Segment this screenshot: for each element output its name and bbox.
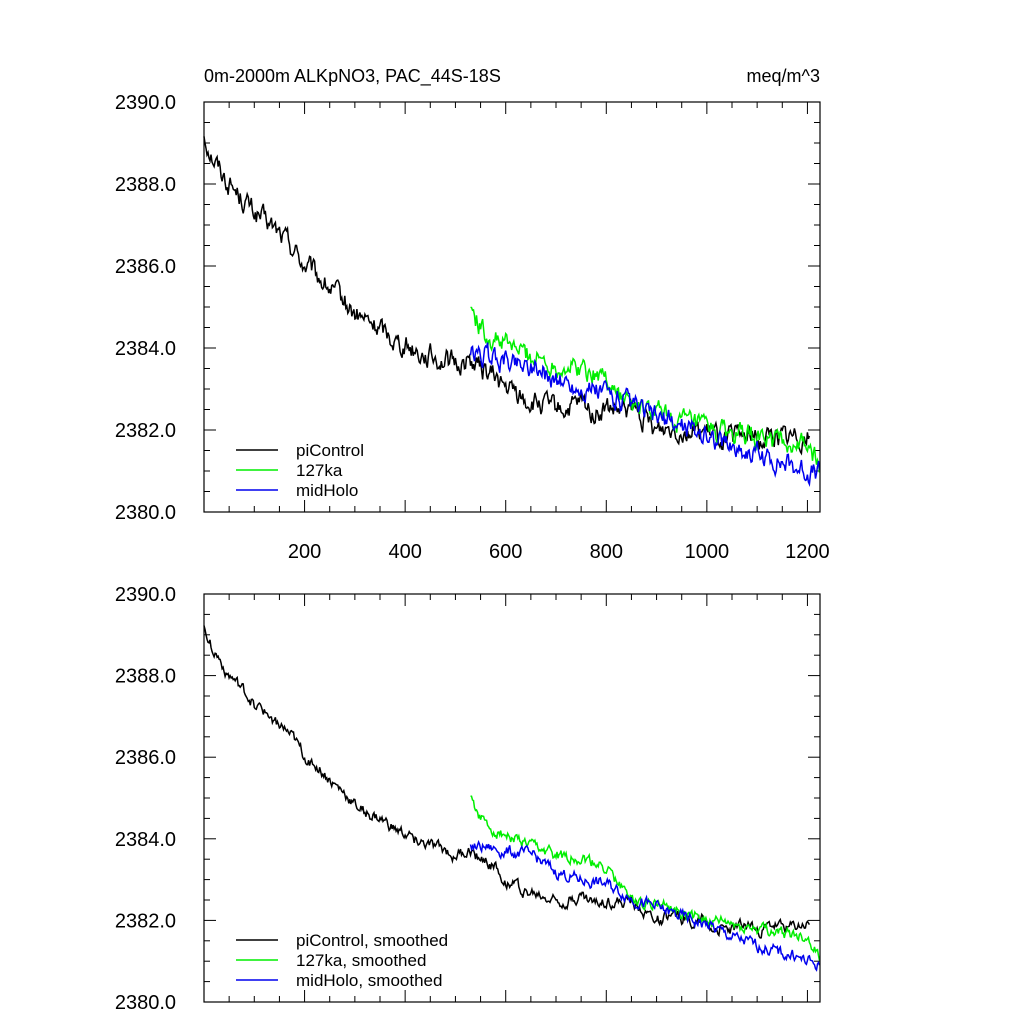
y-tick-label: 2380.0: [115, 992, 176, 1014]
x-tick-label: 200: [288, 541, 321, 563]
y-tick-label: 2384.0: [115, 829, 176, 851]
legend-label: piControl: [296, 441, 364, 460]
plot-area: [203, 136, 821, 488]
units-label: meq/m^3: [747, 66, 820, 86]
x-tick-label: 1000: [685, 541, 730, 563]
series-line-midholo: [469, 342, 821, 488]
y-tick-label: 2390.0: [115, 584, 176, 606]
x-tick-label: 800: [590, 541, 623, 563]
axis-ticks: [203, 101, 820, 513]
x-tick-label: 600: [489, 541, 522, 563]
y-tick-label: 2382.0: [115, 910, 176, 932]
bottom-panel: 2380.0 2382.0 2384.0 2386.0 2388.0 2390.0 piC…: [115, 584, 821, 1014]
legend-label: 127ka: [296, 461, 343, 480]
plot-frame: [203, 593, 821, 1003]
legend-label: 127ka, smoothed: [296, 951, 426, 970]
plot-area: [203, 625, 821, 972]
y-tick-label: 2388.0: [115, 666, 176, 688]
series-line-picontrol-smoothed: [203, 625, 811, 939]
x-tick-label: 1200: [785, 541, 830, 563]
series-line-midholo-smoothed: [469, 839, 821, 972]
legend-label: midHolo: [296, 481, 358, 500]
legend-label: midHolo, smoothed: [296, 971, 442, 990]
y-tick-label: 2388.0: [115, 174, 176, 196]
y-axis-labels: 2380.0 2382.0 2384.0 2386.0 2388.0 2390.0: [115, 584, 176, 1014]
chart-title: 0m-2000m ALKpNO3, PAC_44S-18S: [204, 66, 501, 87]
x-tick-label: 400: [388, 541, 421, 563]
y-tick-label: 2382.0: [115, 420, 176, 442]
series-line-picontrol: [203, 136, 811, 456]
y-tick-label: 2386.0: [115, 256, 176, 278]
y-tick-label: 2390.0: [115, 92, 176, 114]
top-panel: 0m-2000m ALKpNO3, PAC_44S-18S meq/m^3 23…: [115, 66, 830, 563]
x-axis-labels: 200 400 600 800 1000 1200: [288, 541, 830, 563]
plot-frame: [203, 101, 821, 513]
y-axis-labels: 2380.0 2382.0 2384.0 2386.0 2388.0 2390.0: [115, 92, 176, 524]
y-tick-label: 2384.0: [115, 338, 176, 360]
series-line-127ka-smoothed: [470, 795, 821, 961]
series-line-127ka: [470, 306, 821, 473]
legend-label: piControl, smoothed: [296, 931, 448, 950]
y-tick-label: 2386.0: [115, 747, 176, 769]
y-tick-label: 2380.0: [115, 502, 176, 524]
